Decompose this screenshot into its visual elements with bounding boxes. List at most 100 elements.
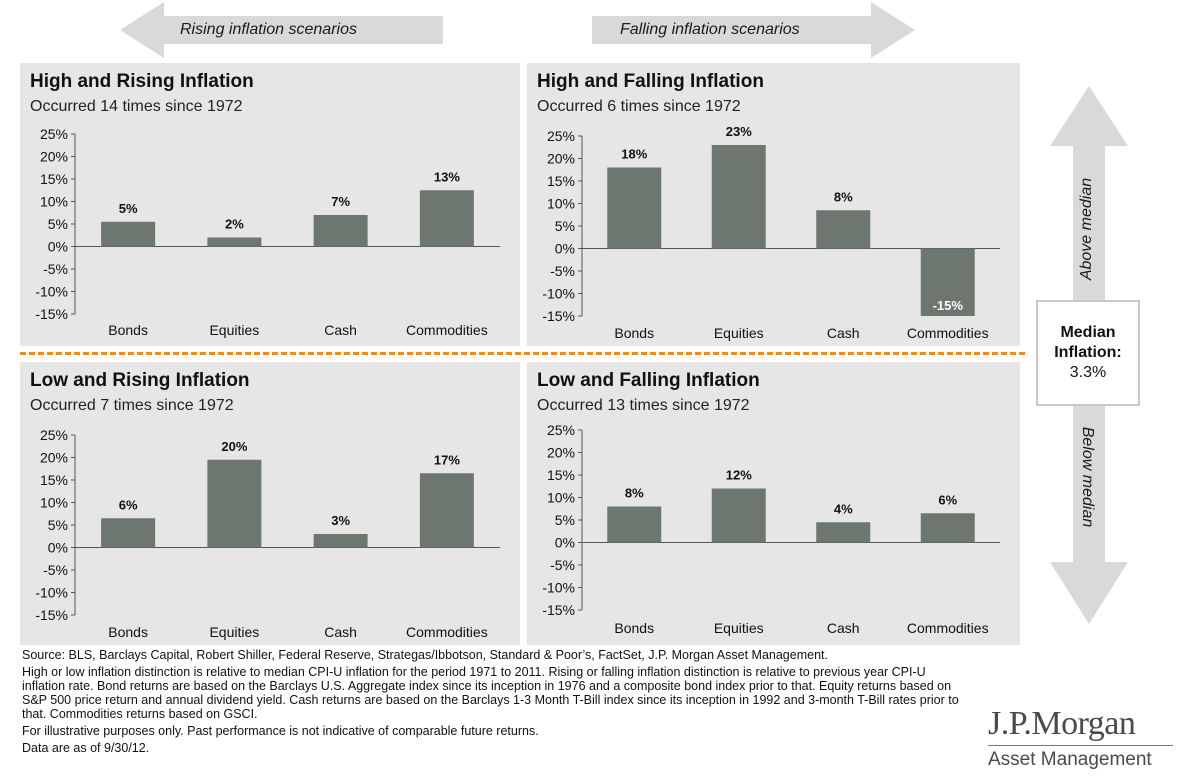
bar-bonds	[101, 518, 156, 548]
category-label: Equities	[714, 325, 764, 341]
data-label: 23%	[726, 124, 752, 139]
y-tick-label: -15%	[35, 607, 68, 623]
bar-chart: 25% 20% 15% 10% 5% 0% -5% -10% -15% 18% Bonds 23% Eq…	[542, 124, 1000, 341]
panel-subtitle: Occurred 14 times since 1972	[30, 98, 243, 115]
bar-equities	[711, 488, 766, 543]
bar-chart: 25% 20% 15% 10% 5% 0% -5% -10% -15% 5% Bonds 2% Equi…	[35, 126, 500, 338]
bar-bonds	[607, 506, 662, 543]
y-tick-label: -5%	[43, 261, 68, 277]
panel-title: Low and Rising Inflation	[30, 370, 250, 391]
chart-panel-high-falling: High and Falling Inflation Occurred 6 ti…	[527, 63, 1020, 346]
bar-cash	[816, 522, 871, 543]
above-median-label: Above median	[1078, 177, 1095, 281]
bar-cash	[313, 534, 368, 548]
y-tick-label: 5%	[48, 517, 68, 533]
data-label: 5%	[119, 201, 138, 216]
bar-commodities	[920, 248, 975, 316]
bar-equities	[207, 237, 262, 247]
below-median-arrow	[1050, 406, 1128, 624]
bar-commodities	[419, 473, 474, 548]
bar-chart: 25% 20% 15% 10% 5% 0% -5% -10% -15% 6% Bonds 20% Equ…	[35, 427, 500, 640]
data-label: 8%	[834, 189, 853, 204]
data-label: 18%	[621, 147, 647, 162]
bar-cash	[313, 215, 368, 247]
panel-subtitle: Occurred 7 times since 1972	[30, 397, 234, 414]
category-label: Equities	[209, 624, 259, 640]
y-tick-label: 20%	[40, 450, 68, 466]
category-label: Commodities	[907, 325, 989, 341]
category-label: Equities	[209, 322, 259, 338]
y-tick-label: -10%	[542, 286, 575, 302]
falling-arrow	[592, 2, 915, 58]
bar-bonds	[607, 167, 662, 249]
data-label: 6%	[119, 497, 138, 512]
category-label: Bonds	[614, 620, 654, 636]
category-label: Cash	[324, 624, 357, 640]
category-label: Bonds	[614, 325, 654, 341]
panel-subtitle: Occurred 13 times since 1972	[537, 397, 750, 414]
median-inflation-box: Median Inflation: 3.3%	[1036, 300, 1140, 406]
footnotes: Source: BLS, Barclays Capital, Robert Sh…	[22, 648, 972, 758]
above-median-arrow	[1050, 86, 1128, 302]
chart-panel-low-falling: Low and Falling Inflation Occurred 13 ti…	[527, 362, 1020, 645]
falling-label: Falling inflation scenarios	[620, 21, 800, 38]
panel-subtitle: Occurred 6 times since 1972	[537, 98, 741, 115]
y-tick-label: -15%	[542, 308, 575, 324]
y-tick-label: -10%	[35, 585, 68, 601]
category-label: Bonds	[108, 624, 148, 640]
y-tick-label: 15%	[547, 467, 575, 483]
data-label: 2%	[225, 217, 244, 232]
bar-chart: 25% 20% 15% 10% 5% 0% -5% -10% -15% 8% Bonds 12% Equ…	[542, 422, 1000, 636]
logo-rule	[988, 745, 1173, 746]
median-label-line2: Inflation:	[1054, 344, 1122, 361]
y-tick-label: 5%	[48, 216, 68, 232]
y-tick-label: 0%	[555, 241, 575, 257]
bar-bonds	[101, 221, 156, 247]
y-tick-label: 10%	[40, 194, 68, 210]
median-label-line1: Median	[1060, 324, 1116, 341]
data-label: 17%	[434, 452, 460, 467]
y-tick-label: -10%	[35, 284, 68, 300]
disclaimer-note: For illustrative purposes only. Past per…	[22, 724, 539, 738]
y-tick-label: 25%	[547, 128, 575, 144]
data-label: 7%	[331, 194, 350, 209]
data-label: -15%	[933, 298, 964, 313]
median-divider-line	[20, 352, 1025, 355]
category-label: Commodities	[406, 624, 488, 640]
category-label: Cash	[827, 620, 860, 636]
logo-subtitle: Asset Management	[988, 749, 1152, 770]
data-label: 8%	[625, 486, 644, 501]
y-tick-label: 20%	[40, 149, 68, 165]
y-tick-label: -15%	[542, 602, 575, 618]
chart-panel-high-rising: High and Rising Inflation Occurred 14 ti…	[20, 63, 520, 346]
data-date-note: Data are as of 9/30/12.	[22, 741, 150, 755]
category-label: Bonds	[108, 322, 148, 338]
logo-wordmark: J.P.Morgan	[988, 705, 1136, 742]
data-label: 3%	[331, 513, 350, 528]
y-tick-label: 10%	[40, 495, 68, 511]
y-tick-label: 25%	[547, 422, 575, 438]
category-label: Cash	[827, 325, 860, 341]
data-label: 4%	[834, 501, 853, 516]
jpmorgan-logo: J.P.Morgan Asset Management	[988, 706, 1173, 771]
bar-equities	[207, 459, 262, 548]
y-tick-label: 0%	[48, 540, 68, 556]
y-tick-label: 15%	[547, 173, 575, 189]
category-label: Equities	[714, 620, 764, 636]
data-label: 12%	[726, 468, 752, 483]
y-tick-label: -5%	[43, 562, 68, 578]
panel-title: High and Falling Inflation	[537, 71, 764, 92]
y-tick-label: -5%	[550, 263, 575, 279]
panel-title: High and Rising Inflation	[30, 71, 254, 92]
y-tick-label: 20%	[547, 151, 575, 167]
y-tick-label: 10%	[547, 196, 575, 212]
y-tick-label: 0%	[48, 239, 68, 255]
y-tick-label: 5%	[555, 512, 575, 528]
chart-panel-low-rising: Low and Rising Inflation Occurred 7 time…	[20, 362, 520, 645]
bar-cash	[816, 210, 871, 249]
category-label: Cash	[324, 322, 357, 338]
bar-commodities	[419, 190, 474, 247]
data-label: 13%	[434, 169, 460, 184]
panel-title: Low and Falling Inflation	[537, 370, 760, 391]
category-label: Commodities	[907, 620, 989, 636]
